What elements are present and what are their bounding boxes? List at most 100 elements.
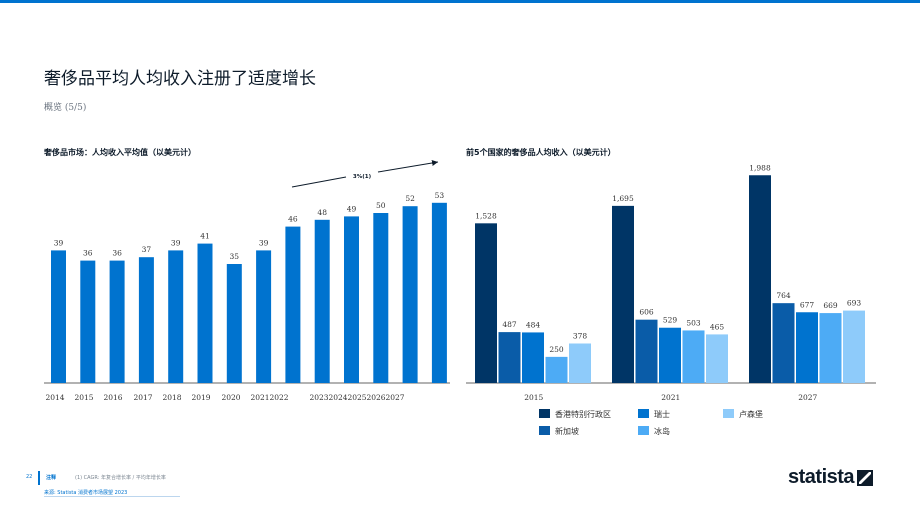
right-bar-2027-series-0 [749, 175, 771, 383]
right-bar-2021-series-3 [682, 330, 705, 383]
left-tick-label-2014: 2014 [45, 393, 64, 402]
left-bar-2015 [80, 260, 96, 383]
left-value-label-2015: 36 [83, 249, 93, 258]
right-value-label-2021-series-2: 529 [663, 316, 678, 325]
left-value-label-2014: 39 [54, 238, 64, 247]
right-bar-2027-series-4 [843, 310, 865, 383]
left-bar-2025 [373, 213, 389, 383]
footer-accent [38, 471, 40, 485]
right-bar-2015-series-2 [522, 332, 544, 383]
legend-label-1: 新加坡 [555, 426, 579, 436]
legend-swatch-3 [638, 426, 649, 435]
left-tick-label-2022: 2022 [269, 393, 288, 402]
cagr-arrow-left-segment [291, 176, 347, 188]
left-bar-2017 [138, 257, 154, 383]
notes-text: (1) CAGR: 年复合增长率 / 平均年增长率 [75, 475, 166, 481]
left-tick-label-2023: 2023 [309, 393, 328, 402]
legend-label-2: 瑞士 [654, 409, 670, 419]
logo-text: statista [788, 466, 855, 488]
left-bar-2022 [285, 226, 301, 383]
right-value-label-2015-series-4: 378 [573, 331, 588, 340]
right-bar-2015-series-3 [545, 356, 568, 383]
right-value-label-2021-series-4: 465 [710, 322, 725, 331]
source-text: 来源: Statista 消费者市场展望 2023 [44, 490, 128, 496]
right-bar-2027-series-3 [819, 313, 842, 383]
left-tick-label-2017: 2017 [133, 393, 152, 402]
right-chart-title: 前5个国家的奢侈品人均收入（以美元计） [466, 148, 616, 157]
left-tick-label-2024: 2024 [328, 393, 347, 402]
left-value-label-2018: 39 [171, 238, 181, 247]
left-value-label-2023: 48 [317, 208, 327, 217]
left-bar-2026 [402, 206, 418, 383]
left-value-label-2024: 49 [347, 204, 357, 213]
right-bar-2027-series-1 [772, 303, 795, 383]
right-value-label-2027-series-3: 669 [823, 301, 838, 310]
left-tick-label-2016: 2016 [103, 393, 122, 402]
right-bar-2015-series-4 [569, 343, 591, 383]
page-subtitle: 概览 (5/5) [44, 103, 87, 113]
legend-label-3: 冰岛 [654, 426, 670, 436]
left-tick-label-2019: 2019 [191, 393, 210, 402]
left-tick-label-2027: 2027 [385, 393, 404, 402]
right-value-label-2027-series-0: 1,988 [749, 163, 771, 172]
legend-swatch-1 [539, 426, 550, 435]
left-bar-2019 [197, 243, 213, 383]
left-bar-2027 [431, 202, 447, 383]
legend-swatch-2 [638, 409, 649, 418]
top-accent-bar [0, 0, 920, 3]
left-tick-label-2020: 2020 [221, 393, 240, 402]
right-value-label-2015-series-2: 484 [526, 320, 541, 329]
right-value-label-2015-series-1: 487 [502, 320, 517, 329]
cagr-arrow-right-segment [377, 160, 439, 173]
legend-swatch-4 [723, 409, 734, 418]
right-value-label-2027-series-1: 764 [776, 291, 791, 300]
left-value-label-2022: 46 [288, 215, 298, 224]
source-underline [44, 496, 180, 497]
left-tick-label-2015: 2015 [74, 393, 93, 402]
left-value-label-2021: 39 [259, 238, 269, 247]
right-tick-label-2015: 2015 [524, 393, 543, 402]
right-value-label-2021-series-0: 1,695 [612, 194, 634, 203]
right-bar-2021-series-1 [635, 319, 658, 383]
left-value-label-2016: 36 [112, 249, 122, 258]
statista-logo: statista [788, 466, 874, 489]
right-bar-2021-series-4 [706, 334, 728, 383]
right-value-label-2015-series-0: 1,528 [475, 211, 497, 220]
left-value-label-2019: 41 [200, 232, 210, 241]
right-value-label-2015-series-3: 250 [549, 345, 564, 354]
left-chart-title: 奢侈品市场：人均收入平均值（以美元计） [44, 148, 196, 157]
left-tick-label-2025: 2025 [347, 393, 366, 402]
notes-label: 注释 [46, 475, 57, 481]
left-value-label-2020: 35 [230, 252, 240, 261]
left-bar-2018 [168, 250, 184, 383]
cagr-annotation: 3%(1) [353, 174, 372, 180]
left-value-label-2025: 50 [376, 201, 386, 210]
left-tick-label-2021: 2021 [250, 393, 269, 402]
right-value-label-2021-series-1: 606 [639, 308, 654, 317]
legend-swatch-0 [539, 409, 550, 418]
right-value-label-2027-series-2: 677 [800, 300, 815, 309]
right-bar-2015-series-0 [475, 223, 497, 383]
right-value-label-2027-series-4: 693 [847, 299, 862, 308]
left-tick-label-2026: 2026 [366, 393, 385, 402]
right-tick-label-2021: 2021 [661, 393, 680, 402]
right-bar-2015-series-1 [498, 332, 521, 383]
left-bar-2014 [51, 250, 66, 383]
logo-mark-icon [857, 469, 874, 486]
right-tick-label-2027: 2027 [798, 393, 817, 402]
left-tick-label-2018: 2018 [162, 393, 181, 402]
right-bar-2027-series-2 [796, 312, 818, 383]
legend-label-4: 卢森堡 [739, 409, 763, 419]
right-value-label-2021-series-3: 503 [686, 318, 701, 327]
left-value-label-2017: 37 [142, 245, 152, 254]
right-bar-2021-series-2 [659, 327, 681, 383]
left-bar-2020 [226, 264, 242, 383]
left-value-label-2027: 53 [435, 191, 445, 200]
page-number: 22 [26, 474, 33, 480]
page-title: 奢侈品平均人均收入注册了适度增长 [44, 69, 316, 89]
left-bar-2016 [109, 260, 125, 383]
left-bar-2021 [256, 250, 272, 383]
legend-label-0: 香港特别行政区 [555, 409, 611, 419]
left-bar-2023 [314, 219, 330, 383]
